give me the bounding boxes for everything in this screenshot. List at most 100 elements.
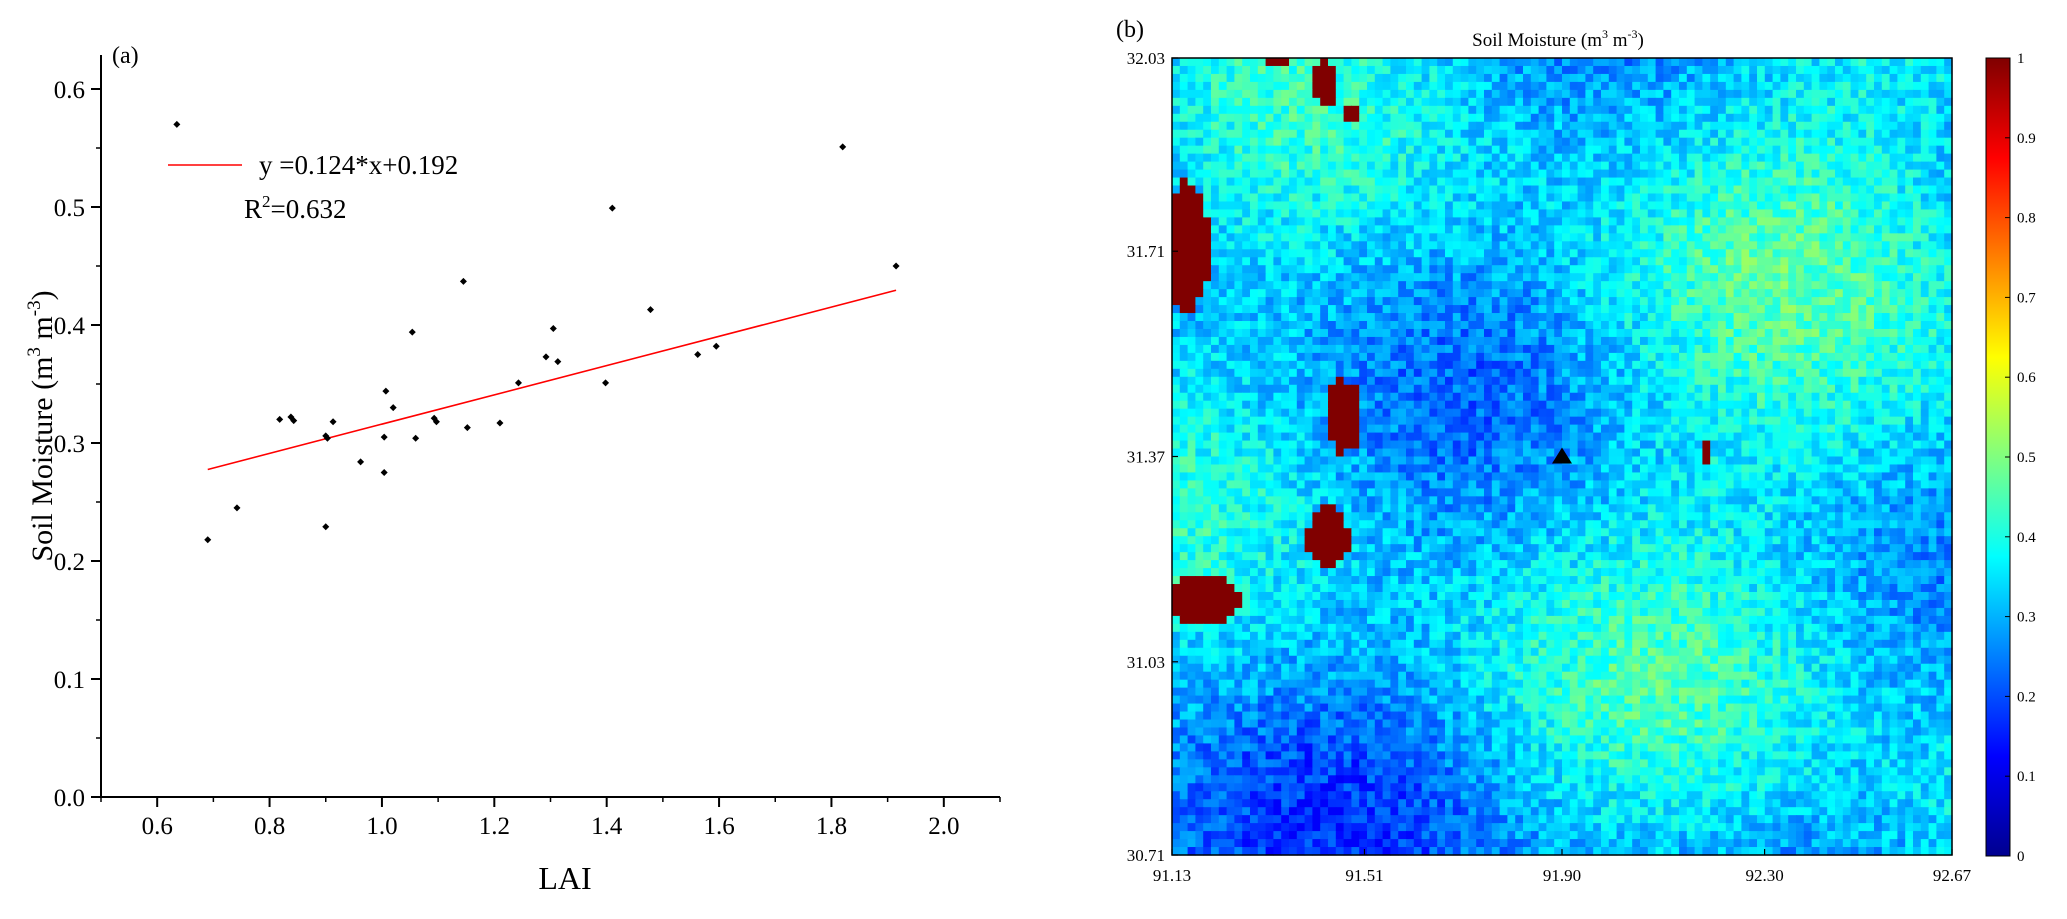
heatmap-cell bbox=[1413, 328, 1423, 338]
heatmap-cell bbox=[1593, 273, 1602, 282]
heatmap-cell bbox=[1936, 400, 1945, 410]
heatmap-cell bbox=[1889, 408, 1898, 418]
heatmap-cell bbox=[1874, 384, 1883, 394]
heatmap-cell bbox=[1624, 328, 1633, 338]
heatmap-cell bbox=[1218, 73, 1228, 83]
heatmap-cell bbox=[1850, 321, 1859, 330]
heatmap-cell bbox=[1640, 145, 1649, 155]
heatmap-cell bbox=[1367, 416, 1376, 426]
heatmap-cell bbox=[1663, 193, 1672, 203]
heatmap-cell bbox=[1928, 209, 1937, 218]
heatmap-cell bbox=[1491, 169, 1501, 179]
heatmap-cell bbox=[1468, 129, 1477, 139]
heatmap-cell bbox=[1671, 233, 1680, 242]
heatmap-cell bbox=[1530, 313, 1540, 322]
heatmap-cell bbox=[1484, 81, 1493, 91]
heatmap-cell bbox=[1296, 193, 1306, 203]
heatmap-cell bbox=[1359, 169, 1368, 179]
heatmap-cell bbox=[1172, 281, 1181, 290]
heatmap-cell bbox=[1944, 336, 1953, 346]
heatmap-cell bbox=[1663, 97, 1672, 107]
heatmap-cell bbox=[1242, 360, 1251, 370]
heatmap-cell bbox=[1624, 185, 1633, 195]
heatmap-cell bbox=[1546, 328, 1555, 338]
heatmap-cell bbox=[1195, 424, 1204, 434]
heatmap-cell bbox=[1624, 440, 1633, 450]
heatmap-cell bbox=[1788, 440, 1797, 450]
heatmap-cell bbox=[1218, 137, 1228, 147]
heatmap-cell bbox=[1585, 281, 1594, 290]
heatmap-cell bbox=[1764, 297, 1774, 306]
heatmap-cell bbox=[1468, 336, 1477, 346]
heatmap-cell bbox=[1374, 249, 1384, 258]
heatmap-cell bbox=[1429, 297, 1438, 306]
heatmap-cell bbox=[1320, 225, 1329, 234]
heatmap-cell bbox=[1382, 241, 1391, 250]
heatmap-cell bbox=[1562, 328, 1571, 338]
heatmap-cell bbox=[1523, 321, 1532, 330]
heatmap-cell bbox=[1460, 265, 1469, 274]
heatmap-cell bbox=[1881, 432, 1891, 442]
heatmap-cell bbox=[1320, 328, 1329, 338]
heatmap-cell bbox=[1468, 408, 1477, 418]
heatmap-cell bbox=[1289, 313, 1298, 322]
heatmap-cell bbox=[1507, 440, 1516, 450]
heatmap-cell bbox=[1281, 161, 1290, 171]
heatmap-cell bbox=[1655, 217, 1664, 226]
heatmap-cell bbox=[1546, 257, 1555, 266]
heatmap-cell bbox=[1538, 352, 1547, 362]
heatmap-cell bbox=[1640, 201, 1649, 211]
heatmap-cell bbox=[1390, 416, 1399, 426]
heatmap-cell bbox=[1881, 368, 1891, 378]
heatmap-cell bbox=[1421, 440, 1430, 450]
heatmap-cell bbox=[1304, 281, 1313, 290]
heatmap-cell bbox=[1569, 273, 1579, 282]
heatmap-cell bbox=[1304, 105, 1313, 115]
heatmap-cell bbox=[1913, 336, 1922, 346]
heatmap-cell bbox=[1632, 352, 1641, 362]
heatmap-cell bbox=[1889, 113, 1898, 123]
heatmap-cell bbox=[1686, 97, 1696, 107]
heatmap-cell bbox=[1476, 249, 1485, 258]
heatmap-cell bbox=[1242, 344, 1251, 354]
heatmap-cell bbox=[1211, 89, 1220, 99]
heatmap-cell bbox=[1421, 185, 1430, 195]
heatmap-cell bbox=[1608, 360, 1618, 370]
heatmap-cell bbox=[1304, 321, 1313, 330]
heatmap-cell bbox=[1421, 321, 1430, 330]
heatmap-cell bbox=[1920, 97, 1930, 107]
heatmap-cell bbox=[1733, 233, 1742, 242]
heatmap-title-main: Soil Moisture (m bbox=[1472, 30, 1602, 51]
heatmap-cell bbox=[1328, 121, 1337, 131]
heatmap-cell bbox=[1530, 368, 1540, 378]
heatmap-cell bbox=[1757, 376, 1766, 386]
heatmap-cell bbox=[1195, 257, 1204, 266]
heatmap-cell bbox=[1749, 352, 1758, 362]
heatmap-cell bbox=[1491, 424, 1501, 434]
heatmap-cell bbox=[1757, 241, 1766, 250]
heatmap-cell bbox=[1234, 297, 1243, 306]
heatmap-cell bbox=[1343, 297, 1352, 306]
heatmap-cell bbox=[1920, 65, 1930, 75]
heatmap-cell bbox=[1671, 193, 1680, 203]
heatmap-cell bbox=[1257, 273, 1267, 282]
heatmap-cell bbox=[1359, 424, 1368, 434]
heatmap-cell bbox=[1265, 97, 1274, 107]
heatmap-cell bbox=[1889, 73, 1898, 83]
heatmap-cell bbox=[1523, 233, 1532, 242]
y-tick-label: 0.6 bbox=[54, 77, 85, 104]
heatmap-cell bbox=[1686, 65, 1696, 75]
heatmap-cell bbox=[1772, 185, 1781, 195]
heatmap-cell bbox=[1226, 352, 1235, 362]
heatmap-cell bbox=[1351, 257, 1360, 266]
heatmap-cell bbox=[1889, 185, 1898, 195]
heatmap-cell bbox=[1460, 432, 1469, 442]
heatmap-cell bbox=[1686, 225, 1696, 234]
heatmap-cell bbox=[1749, 416, 1758, 426]
heatmap-cell bbox=[1359, 137, 1368, 147]
heatmap-cell bbox=[1647, 65, 1657, 75]
heatmap-cell bbox=[1757, 257, 1766, 266]
heatmap-cell bbox=[1827, 169, 1836, 179]
heatmap-cell bbox=[1460, 233, 1469, 242]
heatmap-cell bbox=[1944, 169, 1953, 179]
